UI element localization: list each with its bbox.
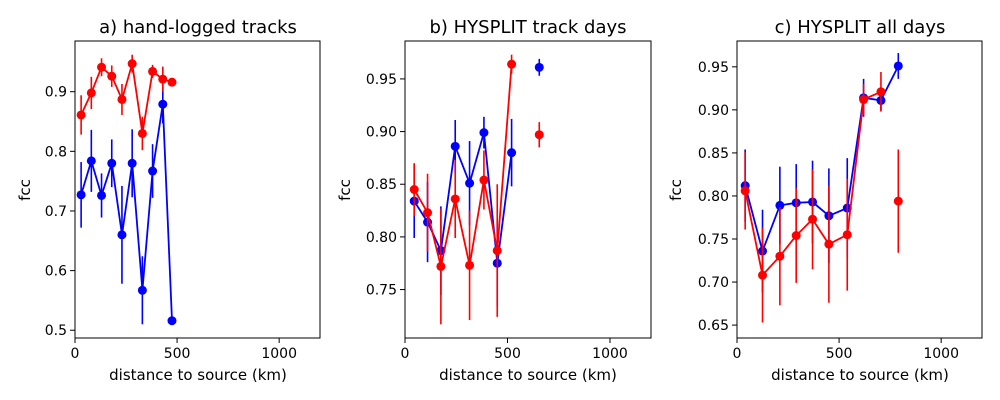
data-point xyxy=(876,87,886,97)
data-point xyxy=(148,166,158,176)
panel-c-ytick-label: 0.90 xyxy=(698,103,729,119)
data-point xyxy=(507,59,517,69)
panel-c-xlabel: distance to source (km) xyxy=(771,366,949,384)
data-point xyxy=(86,156,96,166)
panel-a-ytick-label: 0.6 xyxy=(45,264,67,280)
data-point xyxy=(76,190,86,200)
panel-b-series-red xyxy=(409,54,544,325)
panel-c-series-red xyxy=(740,71,903,323)
panel-c-title: c) HYSPLIT all days xyxy=(775,17,946,38)
panel-a: a) hand-logged tracks distance to source… xyxy=(16,17,321,384)
panel-b-title: b) HYSPLIT track days xyxy=(429,17,626,38)
data-point xyxy=(76,110,86,120)
data-point xyxy=(107,158,117,168)
data-point xyxy=(791,231,801,241)
panel-a-xlabel: distance to source (km) xyxy=(109,366,287,384)
data-point xyxy=(97,62,107,72)
panel-c-ylabel: fcc xyxy=(667,179,685,201)
data-point xyxy=(158,99,168,109)
data-point xyxy=(492,246,502,256)
panel-a-xtick-label: 500 xyxy=(164,346,191,362)
data-point xyxy=(86,88,96,98)
panel-b-ytick-label: 0.85 xyxy=(366,177,397,193)
data-point xyxy=(409,185,419,194)
panel-c-ytick-label: 0.85 xyxy=(698,146,729,162)
data-point xyxy=(450,194,460,204)
panel-a-xtick-label: 0 xyxy=(71,346,80,362)
panel-b-series-blue xyxy=(409,58,544,307)
panel-a-axes-frame xyxy=(74,40,321,339)
panel-b-xtick-label: 1000 xyxy=(592,346,628,362)
panel-c-axes-frame xyxy=(736,40,983,339)
data-point xyxy=(97,190,107,200)
data-point xyxy=(127,158,137,168)
panel-a-ytick-label: 0.9 xyxy=(45,85,67,101)
data-point xyxy=(148,66,158,76)
data-point xyxy=(167,77,177,87)
data-point xyxy=(117,230,127,240)
data-point xyxy=(534,62,544,72)
panel-c-ytick-label: 0.95 xyxy=(698,60,729,76)
data-point xyxy=(127,59,137,69)
panel-b-ytick-label: 0.75 xyxy=(366,283,397,299)
data-point xyxy=(808,214,818,224)
panel-a-xtick-label: 1000 xyxy=(261,346,297,362)
panel-a-ytick-label: 0.8 xyxy=(45,144,67,160)
series-line xyxy=(80,62,173,135)
panel-a-title: a) hand-logged tracks xyxy=(99,17,297,38)
panel-c-xtick-label: 0 xyxy=(733,346,742,362)
panel-c-xtick-label: 500 xyxy=(826,346,853,362)
panel-b-ylabel: fcc xyxy=(336,179,354,201)
panel-a-ytick-label: 0.7 xyxy=(45,204,67,220)
data-point xyxy=(465,178,475,188)
panel-b-xtick-label: 500 xyxy=(494,346,521,362)
panel-a-series-blue xyxy=(76,85,177,326)
data-point xyxy=(893,196,903,206)
data-point xyxy=(775,251,785,261)
data-point xyxy=(479,128,489,138)
panel-b: b) HYSPLIT track days distance to source… xyxy=(336,17,652,384)
data-point xyxy=(450,141,460,151)
data-point xyxy=(158,74,168,84)
panel-c: c) HYSPLIT all days distance to source (… xyxy=(667,17,983,384)
data-point xyxy=(824,239,834,249)
series-line xyxy=(80,103,173,321)
panel-c-ytick-label: 0.65 xyxy=(698,318,729,334)
data-point xyxy=(479,175,489,185)
panel-b-xlabel: distance to source (km) xyxy=(439,366,617,384)
data-point xyxy=(893,61,903,71)
series-line xyxy=(744,65,900,253)
panel-a-ylabel: fcc xyxy=(16,179,34,201)
data-point xyxy=(137,285,147,295)
panel-b-axes-frame xyxy=(404,40,652,339)
data-point xyxy=(117,94,127,104)
series-line xyxy=(413,64,513,268)
panel-b-xtick-label: 0 xyxy=(401,346,410,362)
data-point xyxy=(436,261,446,271)
data-point xyxy=(758,270,768,280)
panel-b-ytick-label: 0.95 xyxy=(366,72,397,88)
data-point xyxy=(137,128,147,138)
panel-a-series-red xyxy=(76,54,177,151)
data-point xyxy=(842,230,852,240)
data-point xyxy=(507,148,517,158)
panel-c-ytick-label: 0.80 xyxy=(698,189,729,205)
data-point xyxy=(107,71,117,81)
panel-c-ytick-label: 0.70 xyxy=(698,275,729,291)
panel-b-ytick-label: 0.80 xyxy=(366,230,397,246)
panel-a-ytick-label: 0.5 xyxy=(45,323,67,339)
data-point xyxy=(740,186,750,196)
data-point xyxy=(534,130,544,140)
panel-c-xtick-label: 1000 xyxy=(923,346,959,362)
panel-c-ytick-label: 0.75 xyxy=(698,232,729,248)
data-point xyxy=(775,200,785,210)
data-point xyxy=(423,208,433,218)
data-point xyxy=(465,260,475,270)
data-point xyxy=(167,316,177,326)
data-point xyxy=(859,95,869,105)
panel-b-ytick-label: 0.90 xyxy=(366,125,397,141)
